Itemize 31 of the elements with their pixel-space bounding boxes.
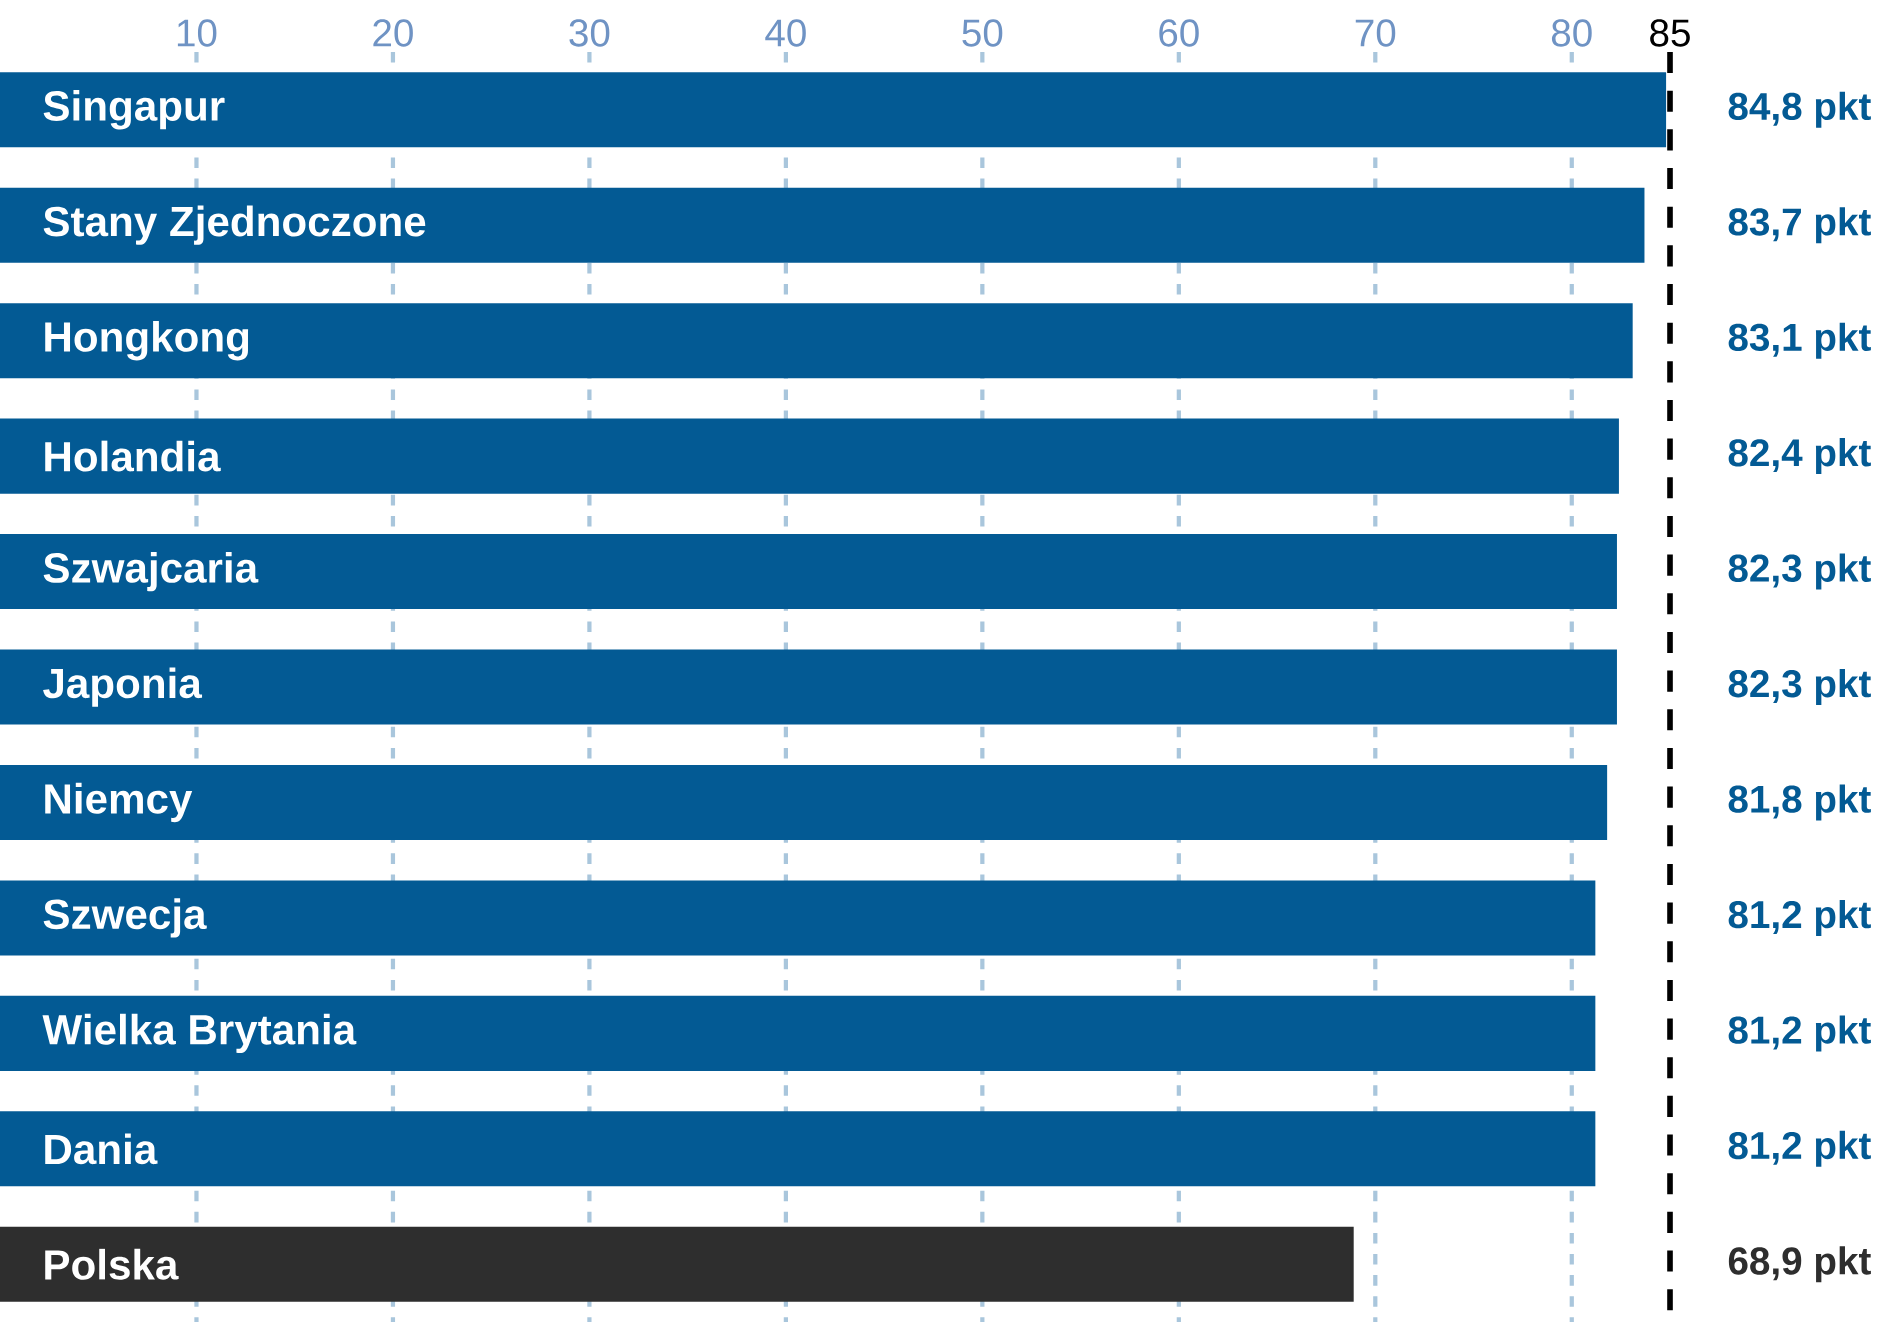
data-label: 84,8 pkt [1728,91,1871,128]
data-label: 82,4 pkt [1728,438,1871,475]
y-tick-label: Japonia [43,667,203,707]
y-tick-label: Stany Zjednoczone [43,205,426,245]
x-tick-label: 30 [569,19,610,47]
y-tick-label: Hongkong [45,320,249,361]
y-tick-label: Szwajcaria [43,551,259,592]
x-tick-label: 80 [1551,19,1592,47]
y-tick-label: Szwecja [43,898,207,938]
data-label: 68,9 pkt [1728,1246,1871,1283]
y-tick-label: Niemcy [45,782,193,823]
data-label: 82,3 pkt [1728,669,1871,706]
data-label: 82,3 pkt [1728,553,1871,590]
data-label: 81,2 pkt [1728,1015,1871,1052]
x-tick-label: 70 [1355,19,1396,47]
x-tick-label: 10 [177,19,217,47]
data-label: 81,2 pkt [1728,899,1871,936]
y-tick-label: Holandia [45,440,221,472]
x-tick-label: 20 [373,19,413,47]
data-label: 83,1 pkt [1728,322,1871,359]
data-label: 83,7 pkt [1728,207,1871,244]
x-tick-label: 50 [962,19,1003,47]
y-tick-label: Singapur [43,90,225,130]
ref-line-label: 85 [1650,19,1690,47]
data-label: 81,2 pkt [1728,1130,1871,1167]
y-tick-label: Wielka Brytania [42,1013,357,1054]
y-tick-label: Polska [45,1248,179,1280]
x-tick-label: 40 [765,19,806,47]
y-tick-label: Dania [45,1133,158,1165]
x-tick-label: 60 [1159,19,1199,47]
data-label: 81,8 pkt [1728,784,1871,821]
